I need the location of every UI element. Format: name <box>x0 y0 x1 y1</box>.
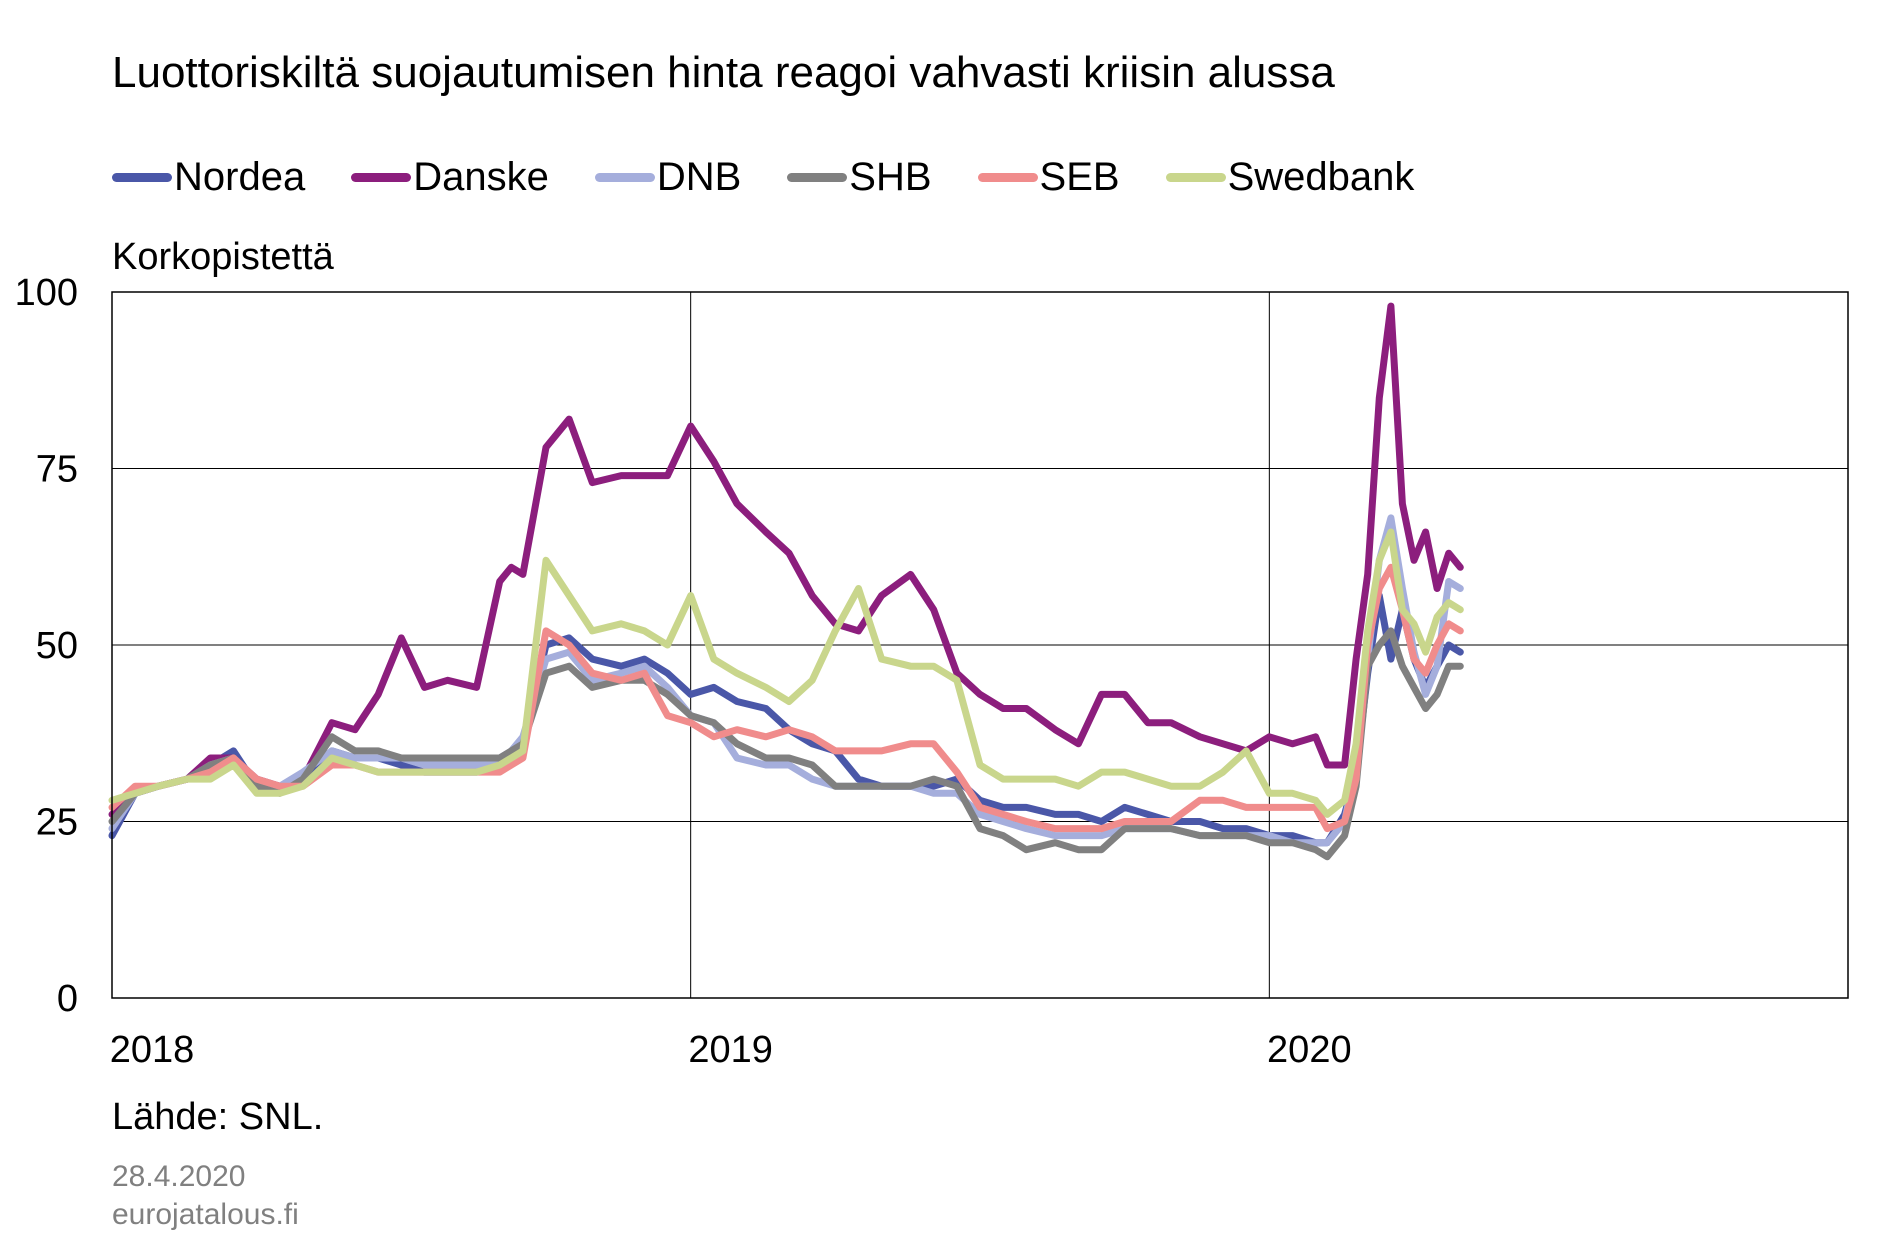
legend-item-shb: SHB <box>787 154 932 200</box>
site-name: eurojatalous.fi <box>112 1198 299 1231</box>
legend-swatch-shb <box>787 172 848 182</box>
series-line-dnb <box>108 514 1464 847</box>
publish-date: 28.4.2020 <box>112 1160 246 1193</box>
legend-swatch-dnb <box>594 172 655 182</box>
y-tick-label: 100 <box>15 272 78 314</box>
legend-label-nordea: Nordea <box>174 154 306 199</box>
legend-label-swedbank: Swedbank <box>1227 154 1415 199</box>
y-axis-unit-label: Korkopistettä <box>112 236 334 278</box>
legend-item-dnb: DNB <box>594 154 742 200</box>
y-tick-labels: 0 25 50 75 100 <box>15 272 78 1020</box>
legend-label-shb: SHB <box>849 154 932 199</box>
chart-title: Luottoriskiltä suojautumisen hinta reago… <box>112 48 1335 97</box>
legend-swatch-swedbank <box>1165 172 1226 182</box>
legend-item-swedbank: Swedbank <box>1165 154 1415 200</box>
series-line-shb <box>108 627 1464 861</box>
series-lines <box>108 302 1464 861</box>
legend-swatch-seb <box>977 172 1038 182</box>
y-tick-label: 75 <box>36 449 78 491</box>
legend-item-seb: SEB <box>977 154 1120 200</box>
x-tick-labels: 2018 2019 2020 <box>110 1029 1352 1071</box>
y-tick-label: 0 <box>57 978 78 1020</box>
legend-swatch-danske <box>351 172 412 182</box>
y-tick-label: 50 <box>36 625 78 667</box>
x-tick-label: 2019 <box>688 1029 773 1071</box>
plot-frame <box>111 291 1849 999</box>
legend-item-danske: Danske <box>351 155 549 200</box>
x-tick-label: 2020 <box>1267 1029 1352 1071</box>
series-line-swedbank <box>108 528 1464 818</box>
series-line-danske <box>108 302 1464 818</box>
y-tick-label: 25 <box>36 802 78 844</box>
source-note: Lähde: SNL. <box>112 1096 324 1138</box>
legend-swatch-nordea <box>112 172 172 182</box>
legend-label-danske: Danske <box>413 154 549 199</box>
legend-label-dnb: DNB <box>656 154 742 199</box>
gridlines <box>112 292 1848 998</box>
x-tick-label: 2018 <box>110 1029 195 1071</box>
legend-label-seb: SEB <box>1039 154 1120 199</box>
legend-item-nordea: Nordea <box>112 155 305 200</box>
legend: Nordea Danske DNB SHB SEB Swedbank <box>112 152 1460 202</box>
